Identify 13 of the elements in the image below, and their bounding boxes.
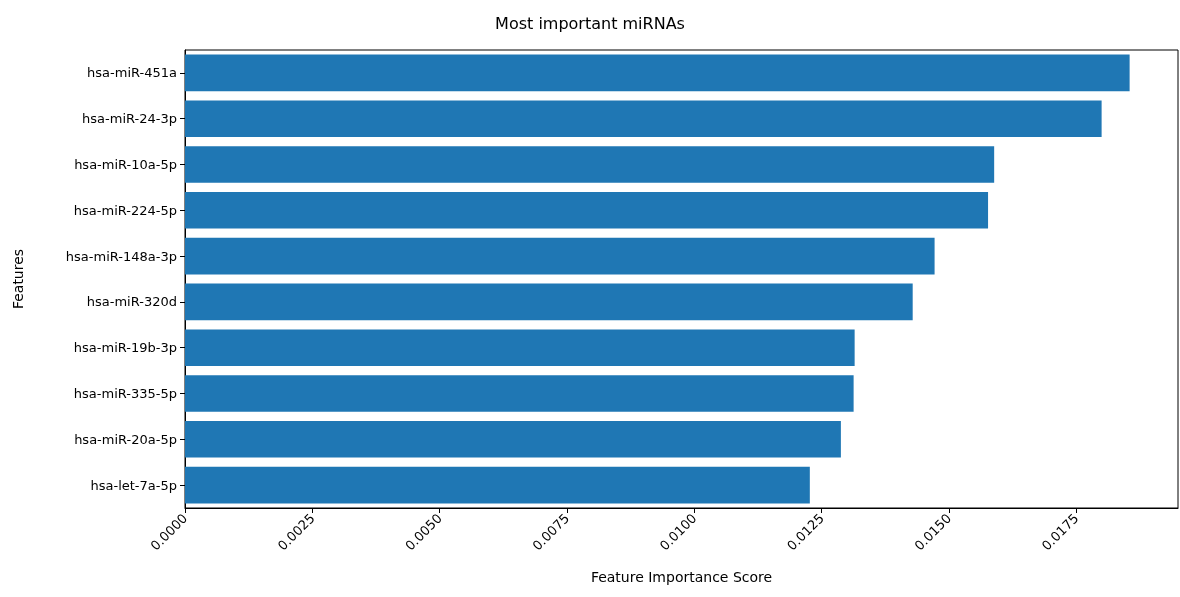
- y-tick-label: hsa-miR-20a-5p: [74, 431, 177, 447]
- chart-title: Most important miRNAs: [495, 13, 685, 33]
- y-tick-label: hsa-miR-224-5p: [73, 202, 177, 218]
- y-tick-label: hsa-miR-451a: [87, 65, 177, 81]
- y-tick-label: hsa-miR-10a-5p: [74, 157, 177, 172]
- x-axis-title: Feature Importance Score: [590, 569, 773, 585]
- y-tick-label: hsa-let-7a-5p: [90, 477, 177, 493]
- y-tick-label: hsa-miR-335-5p: [73, 386, 177, 401]
- y-tick-label: hsa-miR-19b-3p: [73, 340, 177, 356]
- y-axis-title: Features: [10, 248, 26, 310]
- y-tick-label: hsa-miR-24-3p: [82, 111, 177, 127]
- y-tick-label: hsa-miR-320d: [86, 294, 177, 310]
- y-tick-label: hsa-miR-148a-3p: [65, 248, 177, 264]
